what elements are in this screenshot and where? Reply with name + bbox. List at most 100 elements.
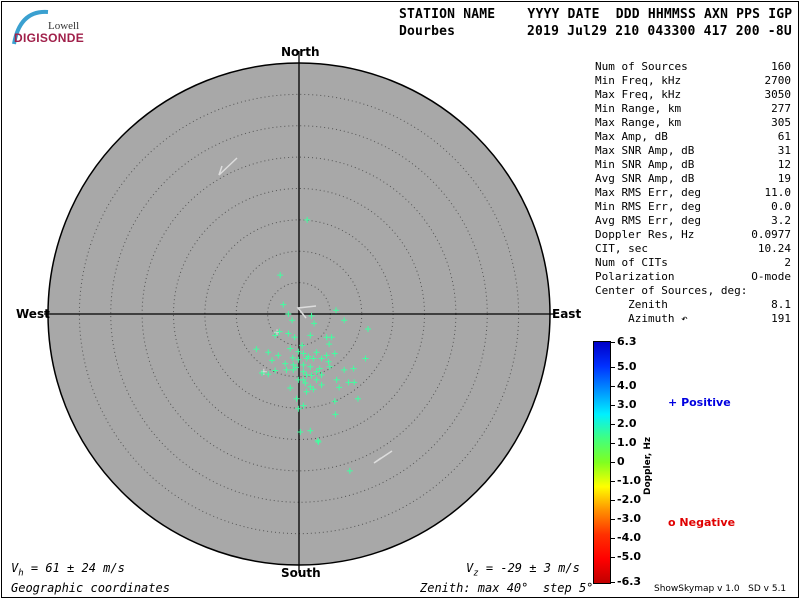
colorbar-tick: [610, 462, 615, 463]
circle-icon: o: [668, 516, 676, 529]
logo-digisonde: DIGISONDE: [14, 31, 85, 45]
velocity-arrow-icon: [218, 157, 238, 176]
source-point: [295, 405, 302, 412]
source-point: [310, 355, 317, 362]
source-point: [336, 384, 343, 391]
stat-label: Min Range, km: [595, 102, 682, 115]
stat-value: 0.0977: [751, 228, 791, 241]
stat-value: 0.0: [771, 200, 791, 213]
source-point: [265, 371, 272, 378]
source-point: [269, 357, 276, 364]
colorbar-tick-label: 4.0: [617, 378, 637, 392]
source-point: [300, 368, 307, 375]
source-point: [285, 330, 292, 337]
source-point: [315, 439, 322, 446]
stat-label: Max Range, km: [595, 116, 682, 129]
source-point: [313, 376, 320, 383]
source-point: [300, 350, 307, 357]
stat-row: Zenith 8.1: [595, 298, 791, 311]
stat-row: Center of Sources, deg:: [595, 284, 791, 297]
source-point: [326, 363, 333, 370]
source-point: [300, 402, 307, 409]
colorbar-tick: [610, 481, 615, 483]
source-point: [291, 334, 298, 341]
source-point: [323, 334, 330, 341]
colorbar-tick-label: -4.0: [617, 531, 642, 545]
stat-row: Max Freq, kHz 3050: [595, 88, 791, 101]
stat-row: Avg SNR Amp, dB 19: [595, 172, 791, 185]
source-point: [325, 358, 332, 365]
stat-row: Min Freq, kHz 2700: [595, 74, 791, 87]
source-point: [365, 326, 372, 333]
source-point: [331, 398, 338, 405]
colorbar-tick: [610, 582, 615, 583]
stat-label: Avg SNR Amp, dB: [595, 172, 695, 185]
colorbar-tick-label: -3.0: [617, 512, 642, 526]
colorbar-tick-label: -6.3: [617, 575, 642, 588]
source-point: [290, 361, 297, 368]
plus-icon: +: [668, 396, 678, 409]
colorbar-tick: [610, 442, 615, 444]
colorbar-tick: [610, 500, 615, 502]
source-point: [295, 356, 302, 363]
colorbar-tick: [610, 423, 615, 425]
stat-label: CIT, sec: [595, 242, 648, 255]
source-point: [289, 317, 296, 324]
stat-label: Avg RMS Err, deg: [595, 214, 701, 227]
source-point: [265, 349, 272, 356]
vh-symbol: V: [11, 561, 19, 575]
stat-row: Num of CITs 2: [595, 256, 791, 269]
station-name: Dourbes: [399, 24, 456, 39]
stat-value: 8.1: [771, 298, 791, 311]
source-point: [318, 355, 325, 362]
stat-value: 191: [771, 312, 791, 325]
source-point: [323, 352, 330, 359]
source-point: [350, 365, 357, 372]
source-point: [307, 427, 314, 434]
label-south: South: [281, 566, 321, 580]
source-point: [293, 395, 300, 402]
source-point: [311, 320, 318, 327]
source-point: [272, 367, 279, 374]
source-point-gray: [274, 329, 281, 336]
vz-value: = -29 ± 3 m/s: [485, 561, 580, 575]
source-point: [331, 350, 338, 357]
source-point: [307, 383, 314, 390]
source-point: [314, 437, 321, 444]
stat-value: 305: [771, 116, 791, 129]
colorbar-tick: [610, 538, 615, 540]
source-point: [313, 349, 320, 356]
stat-label: Azimuth ↶: [595, 312, 688, 325]
stat-label: Min SNR Amp, dB: [595, 158, 695, 171]
stat-row: Azimuth ↶ 191: [595, 312, 791, 325]
label-north: North: [281, 45, 320, 59]
header-values: 2019 Jul29 210 043300 417 200 -8U: [527, 24, 792, 39]
stat-value: 3050: [764, 88, 792, 101]
stat-label: Center of Sources, deg:: [595, 284, 748, 297]
colorbar-tick-label: 0: [617, 455, 625, 468]
doppler-colorbar: [593, 341, 611, 584]
source-point: [297, 428, 304, 435]
source-point: [276, 328, 283, 335]
source-point: [307, 332, 314, 339]
colorbar-tick: [610, 342, 615, 343]
colorbar-tick-label: -5.0: [617, 550, 642, 564]
stat-label: Polarization: [595, 270, 675, 283]
vz-symbol: V: [466, 561, 474, 575]
vh-value: = 61 ± 24 m/s: [30, 561, 125, 575]
source-point: [300, 376, 307, 383]
source-point: [333, 376, 340, 383]
stat-row: Num of Sources 160: [595, 60, 791, 73]
stat-label: Max Amp, dB: [595, 130, 668, 143]
legend-positive-label: Positive: [681, 396, 731, 409]
source-point: [326, 341, 333, 348]
stat-label: Max SNR Amp, dB: [595, 144, 695, 157]
source-point: [318, 381, 325, 388]
coordinate-system: Geographic coordinates: [11, 581, 170, 595]
source-point: [362, 355, 369, 362]
stat-value: 2700: [764, 74, 792, 87]
stat-label: Doppler Res, Hz: [595, 228, 695, 241]
colorbar-tick: [610, 557, 615, 559]
source-point: [316, 365, 323, 372]
stat-value: 31: [777, 144, 791, 157]
